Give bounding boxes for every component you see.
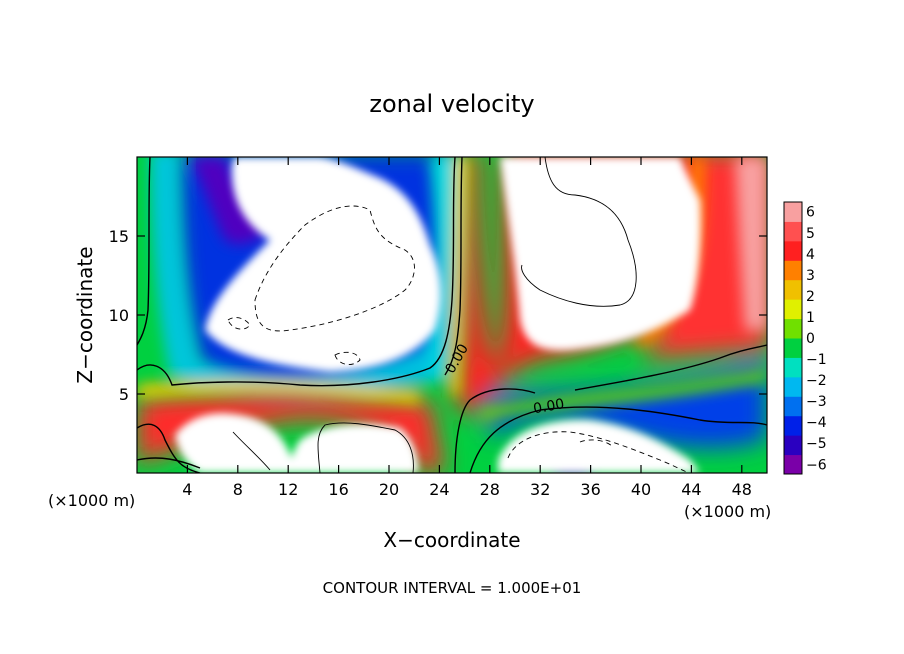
y-tick-label: 5	[119, 385, 129, 404]
colorbar-label: 2	[806, 289, 815, 305]
x-unit-right: (×1000 m)	[684, 502, 771, 521]
x-tick-label: 36	[580, 480, 600, 499]
contour-label-lower: 0.00	[532, 396, 565, 417]
colorbar-label: −3	[806, 394, 827, 410]
band-yellow-central	[450, 157, 468, 395]
colorbar: −6 −5 −4 −3 −2 −1 0 1 2 3 4 5 6	[783, 201, 827, 475]
colorbar-swatch	[784, 376, 802, 397]
contour-interval-note: CONTOUR INTERVAL = 1.000E+01	[323, 579, 582, 597]
contour-pos-lower-left	[232, 431, 271, 471]
colorbar-swatch	[784, 415, 802, 436]
contour-neg-small-2	[334, 351, 361, 366]
negative-contours	[227, 205, 691, 473]
colorbar-label: −1	[806, 352, 827, 368]
x-axis-label: X−coordinate	[383, 528, 520, 552]
region-sat-lower-mid	[290, 424, 418, 473]
band-yellow-lower	[137, 381, 420, 404]
x-tick-label: 12	[278, 480, 298, 499]
contour-pos-right	[521, 157, 637, 307]
colorbar-swatch	[784, 279, 802, 300]
x-tick-label: 8	[233, 480, 243, 499]
band-cyan-left	[150, 157, 450, 391]
y-tick-label: 10	[109, 306, 129, 325]
x-tick-label: 4	[182, 480, 192, 499]
colorbar-swatch	[784, 318, 802, 339]
contour-zero-lower	[137, 423, 201, 473]
y-axis-label: Z−coordinate	[73, 246, 97, 383]
y-tick-label: 15	[109, 227, 129, 246]
y-axis: 5 10 15	[109, 227, 767, 404]
colorbar-label: 4	[806, 247, 815, 263]
colorbar-swatch	[784, 357, 802, 378]
positive-contours	[232, 157, 637, 473]
x-axis: 4 8 12 16 20 24 28 32 36 40 44 48	[182, 157, 752, 499]
x-unit-left: (×1000 m)	[48, 491, 135, 510]
colorbar-swatch	[784, 454, 802, 475]
x-tick-label: 32	[530, 480, 550, 499]
x-tick-label: 28	[480, 480, 500, 499]
velocity-field: 0.00 0.00	[137, 157, 767, 473]
region-pos-right	[640, 157, 767, 360]
x-tick-label: 24	[429, 480, 449, 499]
contour-zero-upper	[137, 157, 456, 387]
x-tick-label: 20	[379, 480, 399, 499]
colorbar-swatch	[784, 396, 802, 417]
colorbar-label: −4	[806, 415, 827, 431]
chart-title: zonal velocity	[369, 90, 534, 118]
colorbar-swatch	[784, 202, 802, 222]
zero-contours	[137, 157, 767, 473]
colorbar-label: 0	[806, 331, 815, 347]
colorbar-label: −5	[806, 436, 827, 452]
contour-neg-lower-right	[507, 431, 691, 473]
colorbar-swatch	[784, 338, 802, 358]
contour-zero-lower-mid	[454, 388, 536, 473]
x-tick-label: 16	[328, 480, 348, 499]
colorbar-swatch	[784, 240, 802, 261]
x-tick-label: 48	[732, 480, 752, 499]
colorbar-label: −2	[806, 373, 827, 389]
region-sat-lower-left	[175, 413, 295, 473]
band-pink-right	[735, 157, 767, 330]
colorbar-label: 1	[806, 310, 815, 326]
colorbar-swatch	[784, 221, 802, 242]
contour-pos-lower-mid	[317, 422, 414, 473]
band-green-lower-right	[480, 370, 767, 420]
contour-zero-bottom-left	[137, 457, 201, 469]
contour-zero-central	[444, 157, 463, 376]
x-tick-label: 40	[631, 480, 651, 499]
region-sat-right	[500, 157, 701, 351]
colorbar-frame	[783, 201, 803, 475]
colorbar-label: 6	[806, 205, 815, 221]
contour-neg-upper	[254, 205, 415, 332]
region-sat-left	[205, 157, 442, 372]
colorbar-swatch	[784, 299, 802, 320]
x-tick-label: 44	[681, 480, 701, 499]
colorbar-swatch	[784, 435, 802, 456]
colorbar-label: 3	[806, 268, 815, 284]
contour-zero-left	[137, 157, 151, 346]
contour-neg-lower-right-inner	[579, 439, 613, 447]
contour-zero-bottom-right	[469, 406, 767, 473]
band-purple-top	[190, 157, 268, 245]
colorbar-label: 5	[806, 226, 815, 242]
colorbar-swatch	[784, 260, 802, 281]
contour-zero-lower-right	[574, 344, 767, 391]
colorbar-label: −6	[806, 457, 827, 473]
